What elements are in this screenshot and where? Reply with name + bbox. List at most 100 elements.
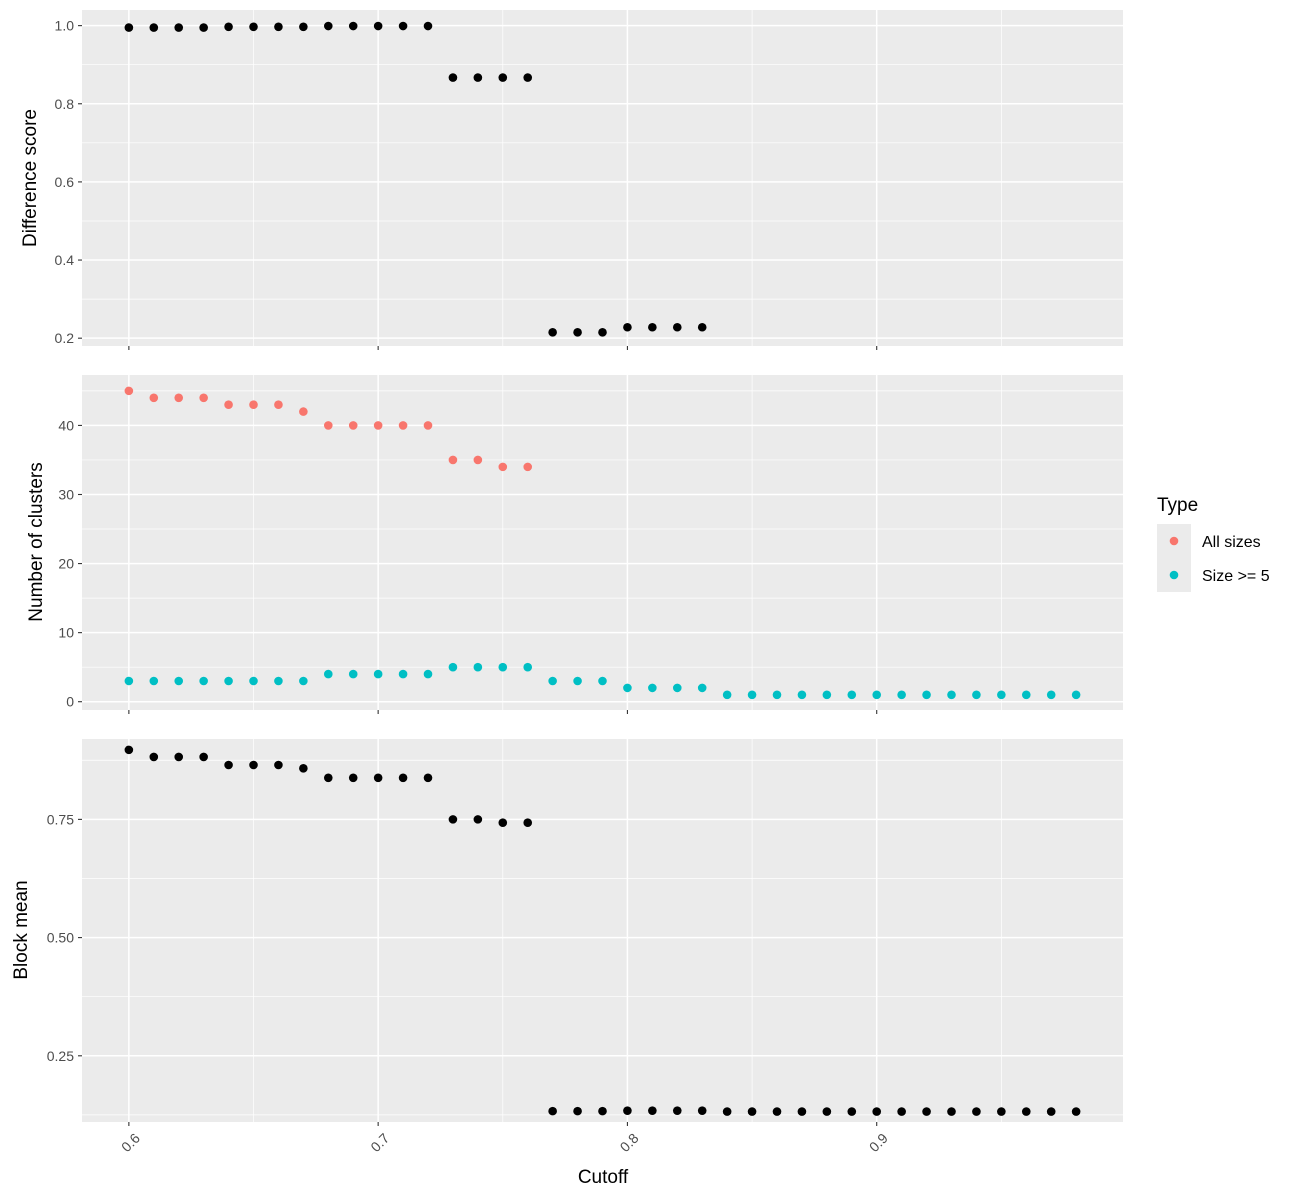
data-point	[124, 386, 134, 396]
data-point	[423, 669, 433, 679]
data-point	[747, 1107, 757, 1116]
data-point	[797, 690, 807, 700]
data-point	[672, 1106, 682, 1115]
legend-title: Type	[1157, 495, 1198, 516]
legend-key-all-sizes	[1169, 536, 1179, 546]
data-point	[398, 669, 408, 679]
data-point	[199, 752, 208, 762]
data-point	[348, 21, 358, 31]
data-point	[249, 676, 258, 686]
panel-grid	[82, 375, 1123, 710]
data-point	[947, 690, 956, 700]
y-tick-label: 0.6	[55, 174, 75, 190]
data-point	[124, 745, 134, 755]
y-axis-ticks: 0.2 0.4 0.6 0.8 1.0	[55, 18, 82, 346]
data-point	[199, 23, 208, 32]
data-point	[199, 393, 208, 403]
legend-label-all-sizes: All sizes	[1202, 534, 1261, 551]
data-point	[373, 669, 383, 679]
data-point	[523, 662, 533, 672]
x-axis-tick-marks	[128, 1122, 878, 1126]
y-tick-label: 0.50	[47, 930, 74, 946]
data-point	[224, 400, 233, 410]
data-point	[872, 1107, 882, 1116]
y-axis-ticks: 0.25 0.50 0.75	[47, 811, 82, 1064]
data-point	[697, 322, 707, 332]
data-point	[174, 23, 184, 32]
data-point	[772, 1107, 782, 1116]
data-point	[648, 1106, 657, 1115]
data-point	[323, 421, 333, 430]
data-point	[323, 669, 333, 679]
data-point	[972, 1107, 981, 1116]
data-point	[722, 1107, 732, 1116]
data-point	[423, 773, 433, 783]
data-point	[473, 662, 483, 672]
data-point	[997, 690, 1006, 700]
panel-background	[82, 375, 1123, 710]
data-point	[373, 773, 383, 783]
data-point	[174, 676, 184, 686]
panel-difference-score: 0.2 0.4 0.6 0.8 1.0 Difference score	[20, 10, 1123, 350]
data-point	[373, 21, 383, 31]
y-tick-label: 30	[58, 486, 74, 502]
panel-grid	[82, 10, 1123, 346]
data-point	[573, 1106, 582, 1116]
y-tick-label: 10	[58, 625, 74, 641]
data-point	[847, 690, 857, 700]
data-point	[448, 815, 458, 824]
data-point	[274, 400, 283, 410]
y-tick-label: 0.25	[47, 1048, 74, 1064]
data-point	[672, 683, 682, 693]
data-point	[1021, 690, 1031, 700]
y-tick-label: 20	[58, 556, 74, 572]
data-point	[299, 22, 308, 32]
y-tick-label: 0.75	[47, 811, 74, 827]
data-point	[398, 773, 408, 783]
data-point	[174, 752, 184, 762]
data-point	[1046, 690, 1056, 700]
data-point	[523, 818, 533, 827]
x-axis-title: Cutoff	[578, 1167, 629, 1188]
data-point	[498, 73, 508, 82]
data-point	[947, 1107, 956, 1116]
data-point	[348, 773, 358, 783]
data-point	[672, 322, 682, 332]
data-point	[797, 1107, 807, 1116]
data-point	[423, 421, 433, 430]
x-axis-tick-labels: 0.6 0.7 0.8 0.9	[118, 1130, 891, 1155]
x-axis-tick-marks	[128, 346, 878, 350]
data-point	[448, 662, 458, 672]
data-point	[897, 1107, 906, 1116]
data-point	[348, 669, 358, 679]
data-point	[523, 462, 533, 472]
data-point	[1071, 1107, 1081, 1116]
data-point	[149, 752, 159, 762]
data-point	[124, 23, 134, 32]
legend-key-size-ge-5	[1169, 570, 1179, 580]
data-point	[548, 328, 557, 337]
data-point	[348, 421, 358, 430]
data-point	[274, 22, 283, 32]
data-point	[897, 690, 906, 700]
data-point	[199, 676, 208, 686]
data-point	[1046, 1107, 1056, 1116]
data-point	[498, 818, 508, 827]
data-point	[997, 1107, 1006, 1116]
y-tick-label: 0.2	[55, 330, 75, 346]
data-point	[323, 773, 333, 783]
data-point	[149, 23, 159, 32]
data-point	[822, 690, 832, 700]
panel-points	[124, 21, 707, 337]
data-point	[224, 760, 233, 770]
data-point	[224, 676, 233, 686]
y-tick-label: 0	[66, 694, 74, 710]
data-point	[249, 760, 258, 770]
data-point	[747, 690, 757, 700]
data-point	[722, 690, 732, 700]
y-axis-title: Difference score	[20, 109, 41, 247]
data-point	[598, 676, 607, 686]
data-point	[274, 676, 283, 686]
data-point	[1071, 690, 1081, 700]
